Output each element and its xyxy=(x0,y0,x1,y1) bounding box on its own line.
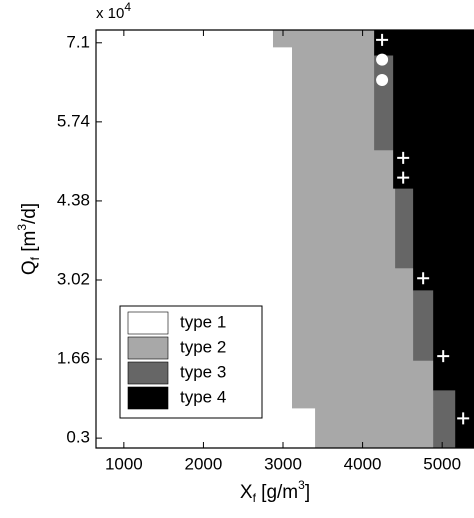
circle-marker xyxy=(376,73,389,86)
x-tick-label: 5000 xyxy=(423,454,461,473)
x-axis-label-part: f xyxy=(253,491,257,505)
plus-marker xyxy=(437,350,450,363)
region xyxy=(413,289,434,361)
y-tick-label: 0.3 xyxy=(66,428,90,447)
y-multiplier: x 104 xyxy=(96,0,131,22)
region xyxy=(433,289,474,391)
y-tick-label: 1.66 xyxy=(57,349,90,368)
legend-label: type 1 xyxy=(180,312,226,331)
y-axis-label-part: /d] xyxy=(19,203,40,224)
region xyxy=(395,188,414,269)
x-tick-label: 1000 xyxy=(105,454,143,473)
y-multiplier-part: x 10 xyxy=(96,5,124,22)
y-tick-label: 7.1 xyxy=(66,32,90,51)
y-tick-label: 5.74 xyxy=(57,111,90,130)
plus-marker xyxy=(397,151,410,164)
y-tick-label: 3.02 xyxy=(57,269,90,288)
legend-swatch xyxy=(127,361,169,385)
region xyxy=(315,407,434,449)
x-tick-label: 3000 xyxy=(264,454,302,473)
x-tick-label: 4000 xyxy=(344,454,382,473)
legend-swatch xyxy=(127,336,169,360)
legend-label: type 4 xyxy=(180,387,226,406)
region xyxy=(292,360,434,409)
legend-swatch xyxy=(127,386,169,410)
y-axis-label-part: Q xyxy=(19,260,40,275)
y-tick-label: 4.38 xyxy=(57,190,90,209)
x-axis-label-part: [g/m xyxy=(256,482,298,503)
y-multiplier-part: 4 xyxy=(124,0,131,14)
region xyxy=(374,30,474,56)
region xyxy=(272,30,375,48)
region xyxy=(96,30,274,48)
x-axis-label-part: ] xyxy=(305,482,310,503)
plus-marker xyxy=(457,412,470,425)
legend-label: type 3 xyxy=(180,362,226,381)
region xyxy=(374,54,394,151)
x-tick-label: 2000 xyxy=(185,454,223,473)
region xyxy=(292,267,414,361)
plus-marker xyxy=(417,272,430,285)
region xyxy=(292,188,396,269)
region xyxy=(292,149,394,189)
y-axis-label: Qf [m3/d] xyxy=(15,203,42,275)
x-axis-label-part: 3 xyxy=(298,478,305,492)
plus-marker xyxy=(376,33,389,46)
region xyxy=(433,389,456,449)
legend-label: type 2 xyxy=(180,337,226,356)
region xyxy=(292,46,375,151)
x-axis-label-part: X xyxy=(240,482,253,503)
axis-frame xyxy=(95,29,474,449)
plus-marker xyxy=(397,171,410,184)
legend-swatch xyxy=(127,311,169,335)
y-axis-label-part: f xyxy=(28,256,42,260)
y-axis-label-part: [m xyxy=(19,231,40,257)
region xyxy=(393,54,474,189)
y-axis-label-part: 3 xyxy=(15,224,29,231)
circle-marker xyxy=(376,53,389,66)
x-axis-label: Xf [g/m3] xyxy=(240,478,310,505)
